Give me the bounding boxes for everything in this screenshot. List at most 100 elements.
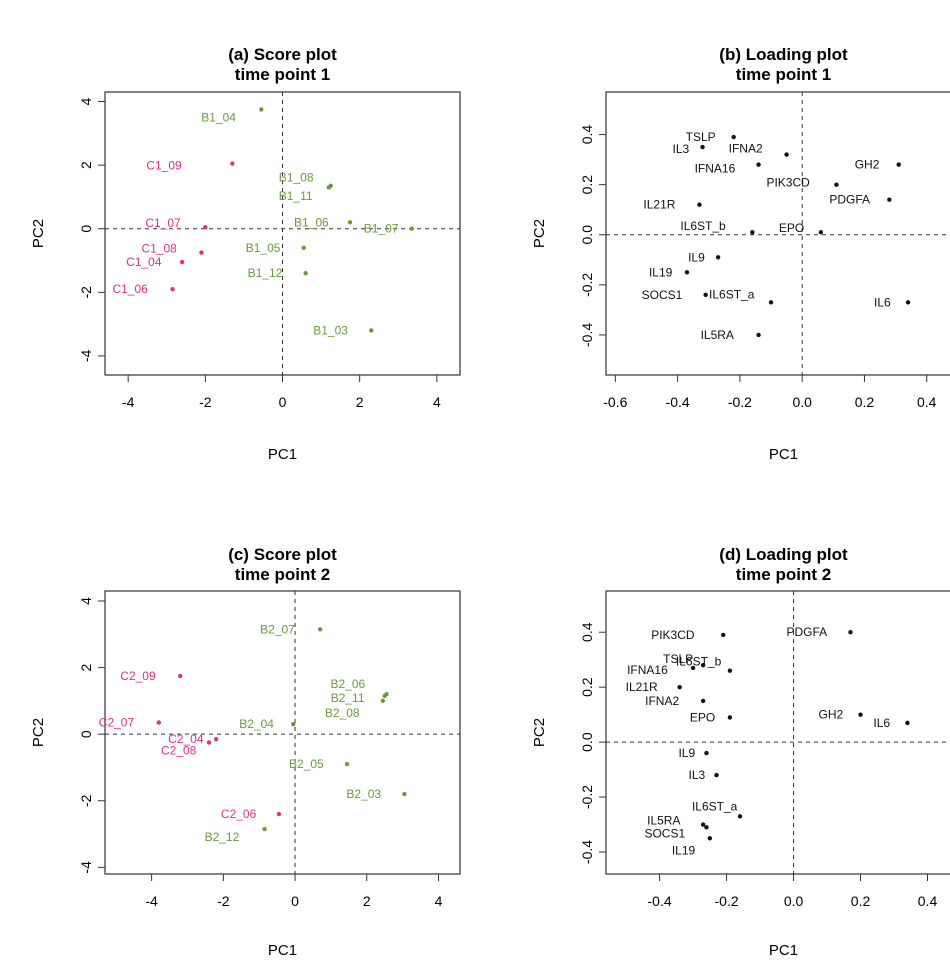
point-B2_07 — [317, 627, 323, 632]
point-label: B1_08 — [279, 170, 314, 184]
point-C2_09 — [178, 673, 183, 679]
point-label: C2_06 — [221, 807, 257, 821]
y-axis-label: PC2 — [30, 718, 47, 747]
point-label: IFNA16 — [695, 162, 736, 176]
y-tick-label: 0.4 — [579, 125, 595, 145]
y-tick-label: 0 — [78, 730, 94, 738]
x-tick-label: -0.6 — [603, 394, 627, 410]
point-label: B2_08 — [325, 706, 360, 720]
x-tick-label: -2 — [199, 394, 212, 410]
panel-title-line: (a) Score plot — [228, 45, 337, 64]
point-label: IL5RA — [647, 814, 680, 828]
point-label: B1_05 — [246, 241, 281, 255]
point-label: PIK3CD — [766, 176, 810, 190]
point-PIK3CD — [834, 182, 839, 187]
panel-title-line: (c) Score plot — [228, 545, 337, 564]
y-tick-label: -0.4 — [579, 323, 595, 347]
point-B2_04 — [291, 721, 296, 727]
point-label: B1_11 — [279, 189, 313, 203]
point-label: IL9 — [688, 250, 705, 264]
panel-title-line: time point 1 — [235, 65, 330, 84]
y-tick-label: 4 — [78, 97, 94, 105]
point-label: IFNA2 — [645, 694, 679, 708]
y-tick-label: 0.2 — [579, 175, 595, 195]
point-IL6ST_a — [737, 814, 743, 819]
point-label: C2_07 — [99, 716, 135, 730]
point-label: TSLP — [686, 130, 716, 144]
point-IFNA2 — [784, 152, 789, 157]
point-label: B2_11 — [331, 691, 365, 705]
point-PIK3CD — [721, 632, 726, 638]
point-label: IL6ST_b — [680, 219, 726, 233]
x-tick-label: 4 — [433, 394, 441, 410]
x-tick-label: -4 — [145, 893, 158, 909]
point-label: EPO — [690, 710, 715, 724]
x-axis-label: PC1 — [268, 942, 297, 959]
point-label: IL3 — [689, 768, 706, 782]
point-GH2 — [858, 712, 863, 717]
point-B2_11 — [382, 693, 387, 699]
x-tick-label: 0.4 — [918, 893, 938, 909]
x-axis-label: PC1 — [268, 446, 297, 463]
point-label: PDGFA — [829, 193, 870, 207]
point-B1_12 — [303, 271, 308, 276]
y-tick-label: 2 — [78, 161, 94, 169]
x-tick-label: 0.0 — [784, 893, 804, 909]
point-label: B2_06 — [330, 677, 365, 691]
point-C2_07 — [156, 720, 161, 725]
point-IL21R — [677, 684, 682, 690]
point-IFNA2 — [700, 698, 706, 704]
point-PDGFA — [887, 197, 892, 202]
point-B1_04 — [259, 107, 264, 112]
point-IFNA16 — [690, 665, 696, 671]
panel-title-line: time point 2 — [736, 565, 831, 584]
point-C1_04 — [179, 259, 185, 265]
point-label: B1_12 — [248, 266, 283, 280]
point-label: C2_09 — [120, 669, 156, 683]
plot-frame — [104, 590, 461, 875]
point-label: B2_05 — [289, 757, 324, 771]
point-TSLP — [731, 134, 736, 140]
point-label: C1_08 — [141, 242, 177, 256]
point-IL5RA — [756, 332, 761, 338]
point-label: IL9 — [678, 746, 695, 760]
point-label: IFNA2 — [729, 142, 763, 156]
point-EPO — [727, 715, 733, 720]
point-PDGFA — [848, 630, 853, 635]
x-tick-label: 0.2 — [851, 893, 871, 909]
x-tick-label: -0.4 — [666, 394, 690, 410]
point-label: IL6 — [874, 295, 891, 309]
y-axis-label: PC2 — [531, 718, 548, 747]
x-tick-label: 0 — [291, 893, 299, 909]
point-label: IL5RA — [701, 328, 734, 342]
x-tick-label: 2 — [356, 394, 364, 410]
panel-title-line: (b) Loading plot — [719, 45, 848, 64]
point-label: TSLP — [663, 652, 693, 666]
point-IL5RA — [700, 822, 706, 827]
point-C2_04 — [213, 736, 219, 742]
y-tick-label: -4 — [78, 861, 94, 874]
point-label: C1_04 — [126, 255, 162, 269]
point-C1_09 — [230, 161, 235, 166]
point-IL21R — [697, 202, 702, 207]
y-tick-label: -2 — [78, 286, 94, 299]
point-IL6ST_b — [727, 668, 733, 673]
point-SOCS1 — [704, 825, 709, 830]
point-IL9 — [704, 750, 709, 756]
point-label: IL21R — [626, 680, 658, 694]
point-TSLP — [700, 662, 706, 668]
y-axis-label: PC2 — [30, 219, 47, 248]
point-EPO — [818, 230, 824, 235]
panel-title-line: time point 1 — [736, 65, 831, 84]
x-tick-label: 0.0 — [792, 394, 812, 410]
point-IL19 — [684, 270, 690, 275]
point-B1_03 — [369, 328, 374, 333]
x-tick-label: -2 — [217, 893, 230, 909]
point-label: IL19 — [649, 265, 673, 279]
point-IL3 — [700, 144, 705, 150]
point-label: IL19 — [672, 843, 696, 857]
point-label: IFNA16 — [627, 663, 668, 677]
